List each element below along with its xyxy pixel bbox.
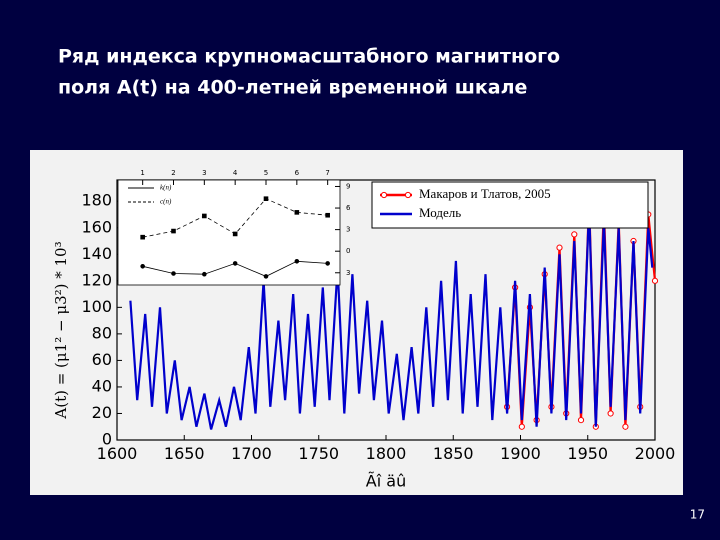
y-axis-label: A(t) = (μ1² − μ3²) * 10³ bbox=[52, 241, 70, 419]
legend-marker bbox=[380, 191, 388, 199]
x-tick-label: 1 bbox=[140, 169, 144, 177]
marker bbox=[171, 228, 176, 234]
marker bbox=[263, 274, 269, 279]
marker bbox=[325, 212, 330, 218]
x-tick-label: 7 bbox=[325, 169, 329, 177]
x-tick-label: 1800 bbox=[366, 444, 407, 463]
y-tick-label: 0 bbox=[102, 430, 112, 449]
marker bbox=[140, 234, 145, 240]
marker bbox=[232, 231, 238, 237]
y-tick-label: 140 bbox=[81, 244, 112, 263]
x-tick-label: 2 bbox=[171, 169, 175, 177]
marker bbox=[577, 417, 585, 424]
legend-label: Макаров и Тлатов, 2005 bbox=[419, 186, 551, 201]
y-tick-label: 40 bbox=[92, 376, 112, 395]
x-tick-label: 1950 bbox=[567, 444, 608, 463]
series-line bbox=[129, 207, 654, 430]
y-tick-label: 60 bbox=[92, 350, 112, 369]
marker bbox=[263, 196, 269, 201]
y-tick-label: 180 bbox=[81, 191, 112, 210]
marker bbox=[202, 271, 207, 277]
legend-label: k(n) bbox=[160, 184, 172, 192]
x-tick-label: 3 bbox=[202, 169, 206, 177]
x-tick-label: 1650 bbox=[164, 444, 205, 463]
x-tick-label: 1600 bbox=[97, 444, 138, 463]
x-tick-label: 5 bbox=[264, 169, 268, 177]
x-tick-label: 6 bbox=[295, 169, 300, 177]
slide-title-line: Ряд индекса крупномасштабного магнитного bbox=[58, 46, 560, 68]
marker bbox=[171, 271, 176, 276]
y-tick-label: 20 bbox=[92, 403, 112, 422]
x-tick-label: 1850 bbox=[433, 444, 474, 463]
x-tick-label: 1750 bbox=[298, 444, 339, 463]
legend-box bbox=[371, 181, 649, 229]
x-axis-label: Ãî äû bbox=[366, 472, 406, 491]
x-tick-label: 4 bbox=[233, 169, 238, 177]
x-tick-label: 1700 bbox=[231, 444, 272, 463]
y-tick-label: 120 bbox=[81, 270, 112, 289]
y-tick-label: 6 bbox=[346, 204, 351, 212]
y-tick-label: 3 bbox=[346, 226, 350, 234]
x-tick-label: 2000 bbox=[635, 444, 676, 463]
marker bbox=[232, 261, 238, 266]
marker bbox=[325, 261, 330, 266]
page-number: 17 bbox=[690, 508, 705, 522]
marker bbox=[556, 244, 563, 251]
marker bbox=[294, 210, 300, 215]
marker bbox=[622, 423, 629, 430]
marker bbox=[202, 213, 207, 219]
marker bbox=[651, 277, 659, 284]
y-tick-label: 0 bbox=[346, 247, 350, 255]
legend-label: c(n) bbox=[160, 198, 172, 206]
y-tick-label: 9 bbox=[346, 182, 350, 190]
marker bbox=[607, 410, 614, 417]
legend-marker bbox=[404, 191, 412, 199]
marker bbox=[294, 258, 300, 264]
slide-title-line: поля A(t) на 400-летней временной шкале bbox=[58, 77, 527, 99]
y-tick-label: 3 bbox=[346, 269, 350, 277]
marker bbox=[571, 231, 578, 238]
legend-label: Модель bbox=[419, 205, 461, 220]
x-tick-label: 1900 bbox=[500, 444, 541, 463]
marker bbox=[140, 264, 145, 269]
y-tick-label: 100 bbox=[81, 297, 112, 316]
plot-frame bbox=[117, 179, 341, 286]
y-tick-label: 80 bbox=[92, 323, 112, 342]
marker bbox=[518, 423, 525, 430]
y-tick-label: 160 bbox=[81, 217, 112, 236]
